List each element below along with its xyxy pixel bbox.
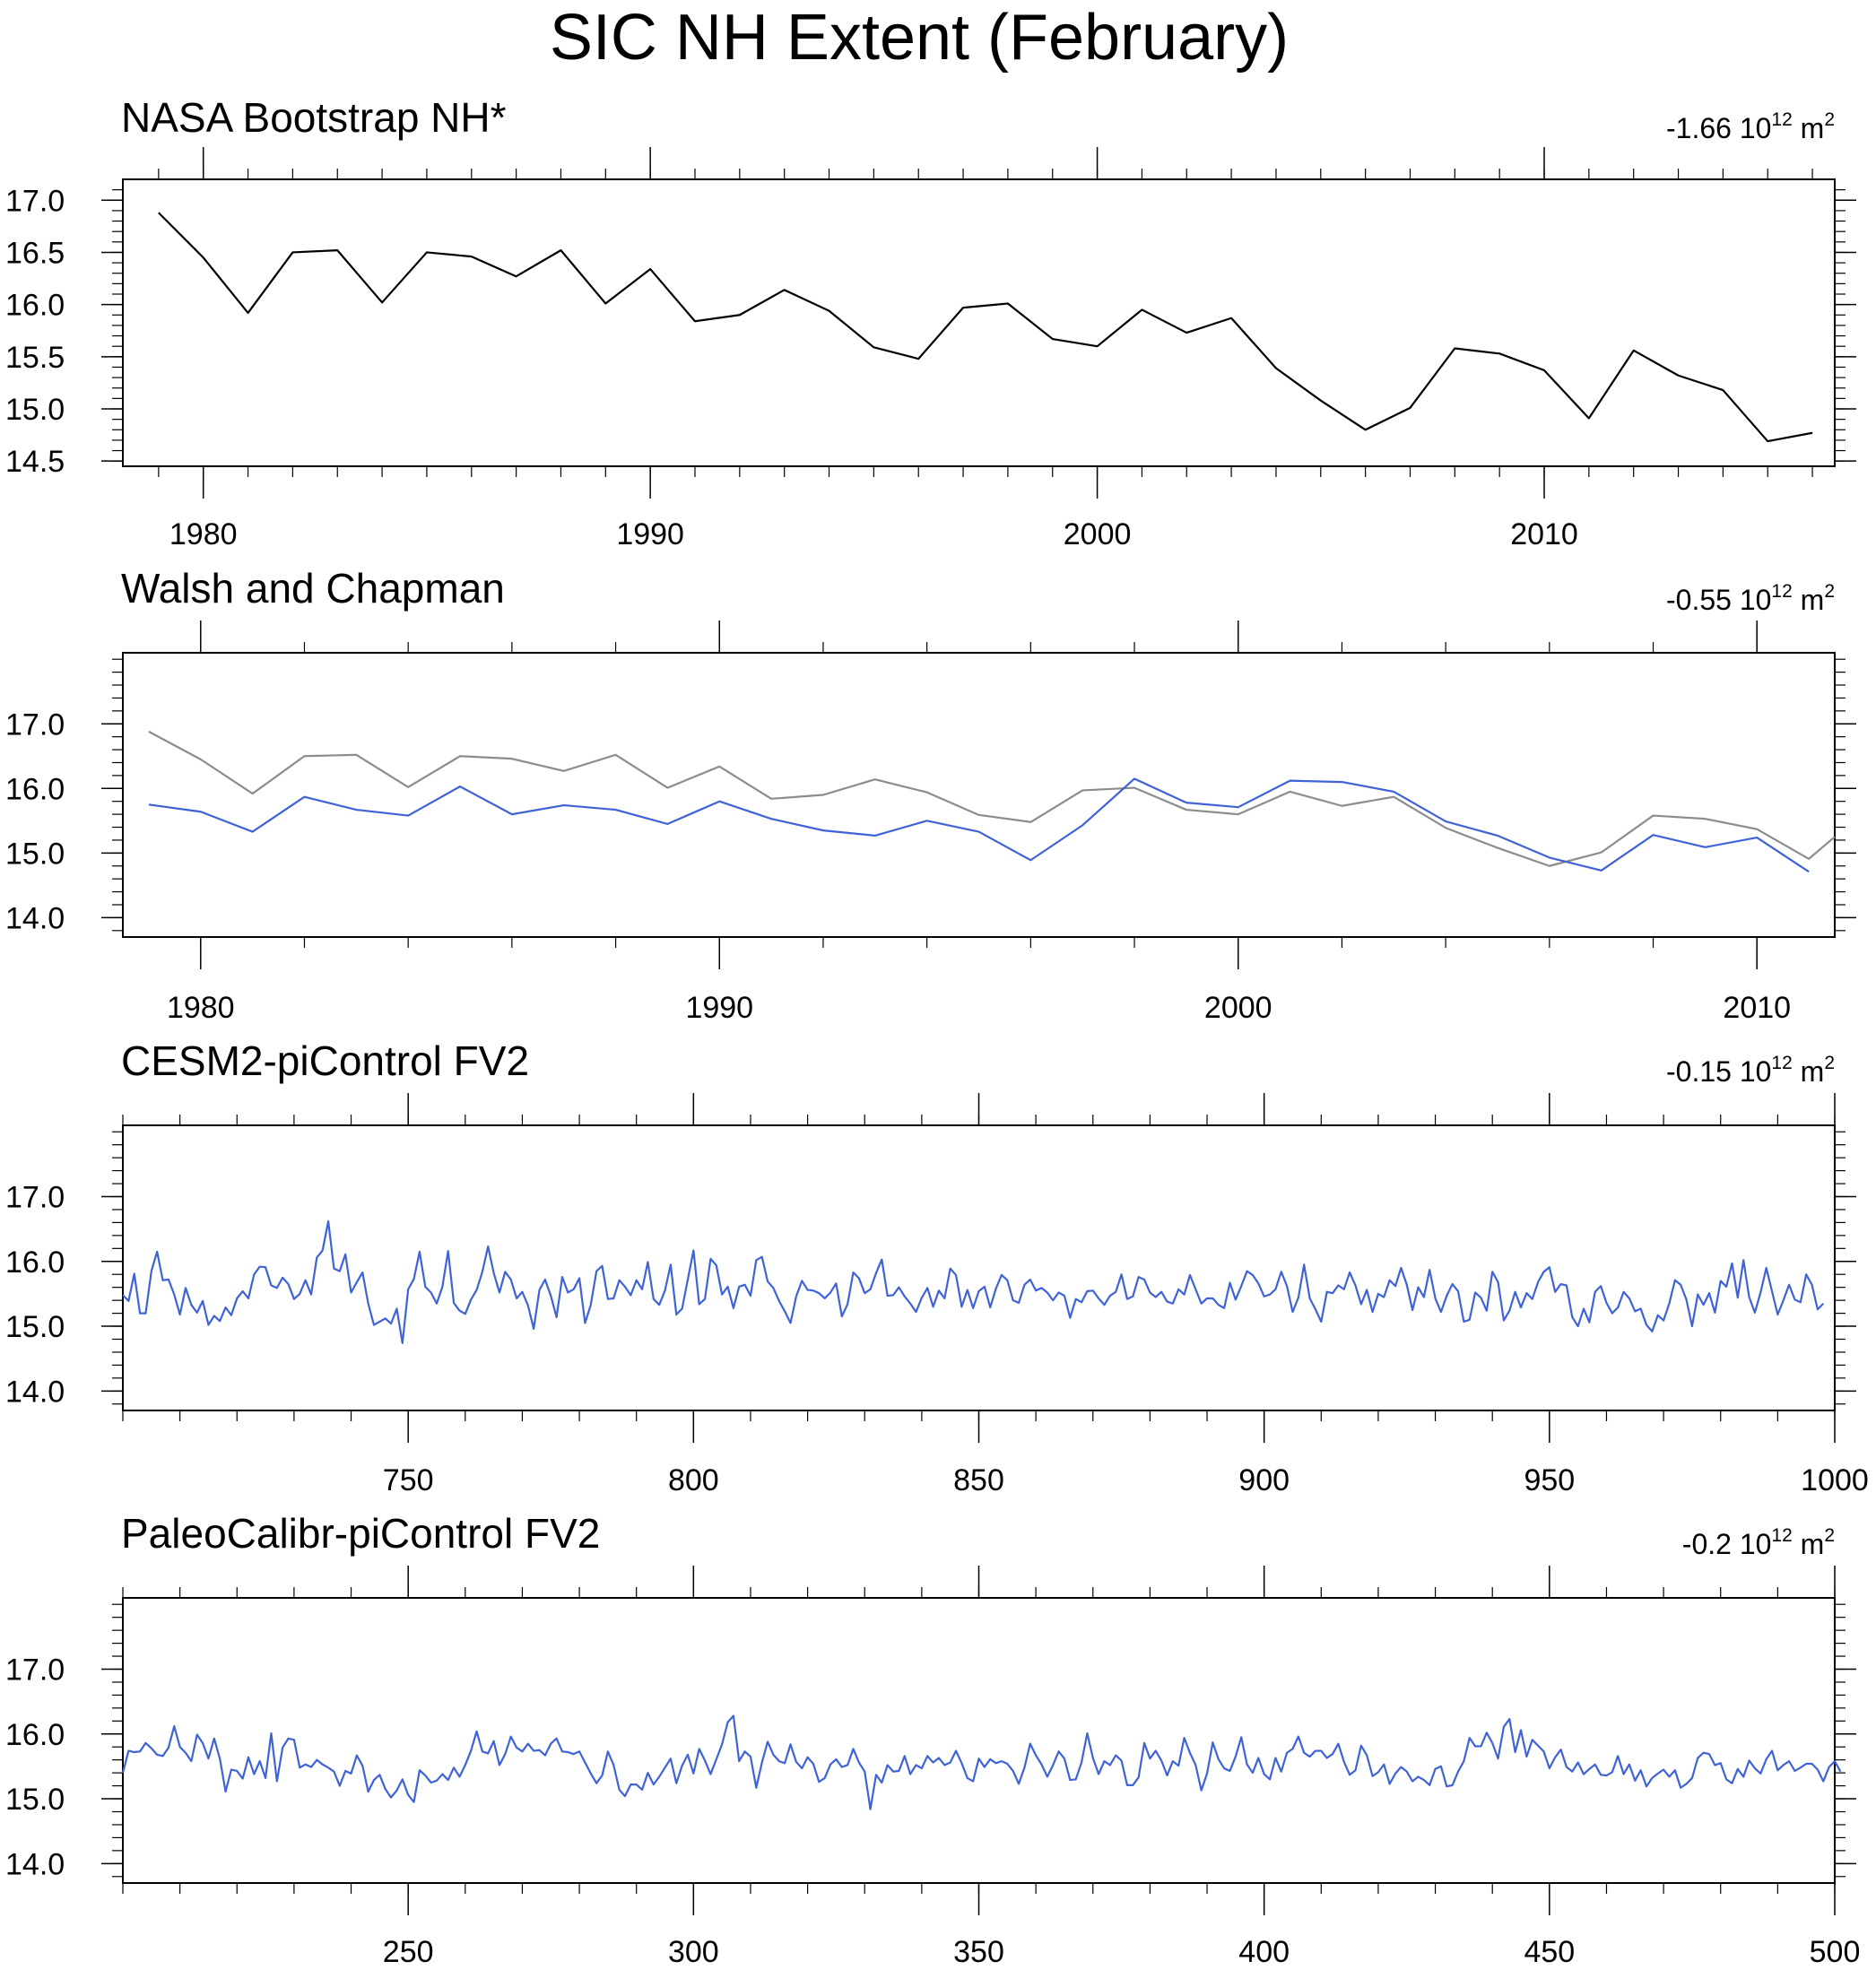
trend-annotation: -0.15 1012 m2 <box>1666 1053 1835 1088</box>
panel-title: NASA Bootstrap NH* <box>121 94 507 141</box>
x-tick-label: 750 <box>383 1463 434 1497</box>
y-tick-label: 16.0 <box>5 772 65 806</box>
trend-annotation: -0.2 1012 m2 <box>1682 1525 1835 1560</box>
plot-frame <box>122 1597 1836 1884</box>
x-tick-label: 450 <box>1524 1935 1575 1969</box>
y-tick-label: 17.0 <box>5 184 65 218</box>
x-tick-label: 1000 <box>1801 1463 1869 1497</box>
y-tick-label: 17.0 <box>5 707 65 742</box>
y-tick-label: 15.0 <box>5 393 65 427</box>
chart-panel-4: PaleoCalibr-piControl FV2 -0.2 1012 m2 14.… <box>5 1510 1860 1969</box>
chart-panel-3: CESM2-piControl FV2 -0.15 1012 m2 14.0 15.0… <box>5 1037 1869 1497</box>
series-line-nasa-bootstrap-reference- <box>148 730 1836 867</box>
x-tick-label: 1990 <box>685 991 753 1025</box>
x-tick-label: 1980 <box>169 517 238 551</box>
y-tick-label: 14.0 <box>5 1847 65 1881</box>
y-tick-label: 16.0 <box>5 289 65 323</box>
chart-panel-2: Walsh and Chapman -0.55 1012 m2 14.0 15.0 16… <box>5 565 1856 1025</box>
x-tick-label: 1980 <box>167 991 235 1025</box>
series-line-paleocalibr-picontrol-fv2 <box>121 1714 1842 1810</box>
x-tick-label: 300 <box>668 1935 719 1969</box>
plot-frame <box>122 178 1836 467</box>
trend-annotation: -1.66 1012 m2 <box>1666 109 1835 144</box>
x-tick-label: 400 <box>1238 1935 1290 1969</box>
x-tick-label: 900 <box>1238 1463 1290 1497</box>
chart-panel-1: NASA Bootstrap NH* -1.66 1012 m2 14.5 15.0 1… <box>5 94 1856 551</box>
y-tick-label: 17.0 <box>5 1181 65 1215</box>
x-tick-label: 2000 <box>1204 991 1272 1025</box>
y-tick-label: 14.0 <box>5 1375 65 1409</box>
x-tick-label: 350 <box>953 1935 1004 1969</box>
panel-title: Walsh and Chapman <box>121 565 505 612</box>
panel-title: PaleoCalibr-piControl FV2 <box>121 1510 600 1557</box>
y-tick-label: 15.0 <box>5 1783 65 1817</box>
y-tick-label: 16.0 <box>5 1718 65 1752</box>
x-tick-label: 2010 <box>1510 517 1578 551</box>
y-tick-label: 15.5 <box>5 341 65 375</box>
y-tick-label: 14.0 <box>5 901 65 935</box>
series-line-nasa-bootstrap <box>158 212 1813 443</box>
y-tick-label: 14.5 <box>5 445 65 479</box>
series-line-cesm2-picontrol-fv2 <box>122 1219 1825 1344</box>
y-tick-label: 17.0 <box>5 1653 65 1688</box>
trend-annotation: -0.55 1012 m2 <box>1666 581 1835 616</box>
plot-frame <box>122 652 1836 938</box>
x-tick-label: 950 <box>1524 1463 1575 1497</box>
y-tick-label: 16.0 <box>5 1245 65 1280</box>
x-tick-label: 850 <box>953 1463 1004 1497</box>
y-tick-label: 15.0 <box>5 837 65 871</box>
x-tick-label: 2010 <box>1723 991 1791 1025</box>
plot-frame <box>122 1124 1836 1411</box>
x-tick-label: 250 <box>383 1935 434 1969</box>
x-tick-label: 800 <box>668 1463 719 1497</box>
y-tick-label: 15.0 <box>5 1310 65 1344</box>
y-tick-label: 16.5 <box>5 236 65 270</box>
x-tick-label: 2000 <box>1064 517 1132 551</box>
x-tick-label: 1990 <box>616 517 684 551</box>
page-title: SIC NH Extent (February) <box>549 2 1290 74</box>
series-line-walsh-and-chapman <box>148 777 1810 873</box>
panel-title: CESM2-piControl FV2 <box>121 1037 529 1084</box>
x-tick-label: 500 <box>1810 1935 1861 1969</box>
